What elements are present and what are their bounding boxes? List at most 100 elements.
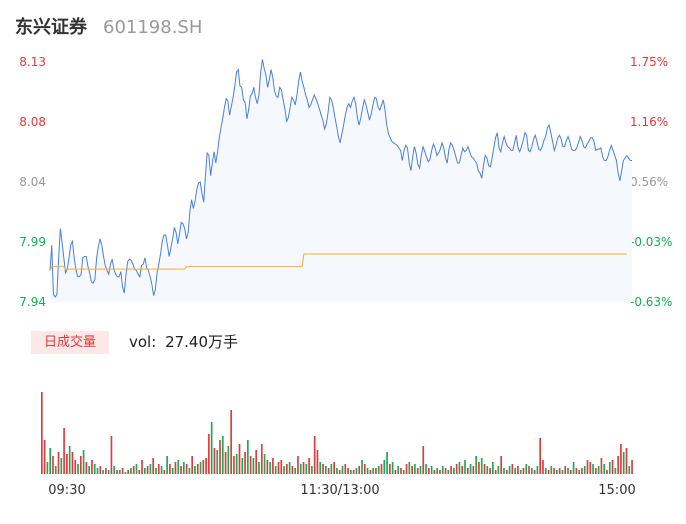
volume-bar	[464, 460, 466, 474]
volume-bar	[617, 456, 619, 474]
volume-bar	[155, 468, 157, 474]
volume-bar	[208, 434, 210, 474]
volume-bar	[569, 470, 572, 474]
volume-bar	[74, 460, 77, 474]
volume-bar	[336, 468, 338, 474]
volume-bar	[508, 466, 511, 474]
volume-bar	[439, 470, 441, 474]
volume-bar	[572, 462, 575, 474]
volume-bar	[297, 456, 299, 474]
volume-bar	[230, 410, 232, 474]
volume-bar	[41, 392, 43, 474]
volume-bar	[341, 466, 344, 474]
volume-bar	[558, 468, 561, 474]
right-axis-tick-label: 1.75%	[630, 55, 668, 69]
volume-bar	[483, 464, 486, 474]
volume-bar	[324, 466, 327, 474]
volume-bar	[622, 452, 625, 474]
volume-bar	[433, 470, 436, 474]
volume-bar	[141, 460, 143, 474]
volume-bar	[408, 462, 411, 474]
volume-bar	[389, 464, 391, 474]
volume-bar	[116, 470, 118, 474]
volume-bar	[358, 466, 361, 474]
volume-bar	[82, 450, 85, 474]
volume-bar	[166, 456, 168, 474]
stock-name: 东兴证券	[15, 17, 87, 38]
volume-bar	[68, 446, 71, 474]
volume-bar	[260, 444, 263, 474]
volume-bar	[46, 462, 49, 474]
volume-bar	[269, 462, 271, 474]
volume-bar	[252, 458, 255, 474]
volume-bar	[233, 456, 235, 474]
volume-bar	[88, 466, 90, 474]
left-axis-tick-label: 7.94	[19, 295, 46, 309]
volume-bar	[556, 470, 558, 474]
volume-bar	[66, 454, 68, 474]
volume-bar	[302, 462, 305, 474]
volume-bar	[280, 460, 283, 474]
volume-bar	[157, 464, 160, 474]
average-price-line	[49, 253, 627, 271]
volume-bar	[338, 470, 341, 474]
volume-bar	[517, 466, 519, 474]
volume-bar	[244, 452, 246, 474]
volume-bar	[327, 468, 330, 474]
volume-bar	[397, 466, 400, 474]
volume-bar	[319, 462, 322, 474]
left-axis-tick-label: 8.04	[19, 175, 46, 189]
volume-bar	[135, 464, 138, 474]
volume-bar	[199, 462, 202, 474]
volume-bar	[505, 470, 508, 474]
volume-bar	[43, 440, 46, 474]
volume-bar	[110, 436, 113, 474]
volume-bar	[71, 452, 74, 474]
volume-bar	[567, 468, 569, 474]
volume-bar	[57, 452, 60, 474]
volume-bar	[149, 464, 152, 474]
time-axis-label: 11:30/13:00	[300, 483, 379, 498]
volume-bar	[238, 444, 241, 474]
volume-bar	[138, 470, 141, 474]
volume-value: 27.40万手	[165, 333, 239, 351]
volume-bar	[419, 466, 422, 474]
volume-bar	[514, 468, 516, 474]
volume-bar	[49, 448, 52, 474]
volume-bar	[263, 454, 266, 474]
volume-bar	[174, 462, 177, 474]
volume-bar	[550, 466, 553, 474]
right-axis-tick-label: -0.63%	[630, 295, 672, 309]
volume-bar	[628, 466, 631, 474]
volume-bar	[472, 466, 475, 474]
volume-bar	[171, 468, 174, 474]
volume-bar	[455, 464, 458, 474]
volume-bar	[361, 460, 363, 474]
left-axis-tick-label: 8.13	[19, 55, 46, 69]
volume-bar	[528, 466, 530, 474]
volume-bar	[363, 464, 366, 474]
volume-bar	[436, 468, 438, 474]
volume-bar	[283, 466, 285, 474]
volume-bar	[369, 470, 372, 474]
volume-bar	[146, 466, 149, 474]
price-area	[50, 59, 632, 302]
volume-bar	[63, 428, 65, 474]
volume-period-tag[interactable]: 日成交量	[31, 331, 109, 354]
volume-bar	[191, 456, 194, 474]
volume-bar	[313, 436, 316, 474]
volume-bar	[544, 468, 547, 474]
volume-bar	[54, 466, 57, 474]
volume-bar	[497, 466, 500, 474]
volume-bar	[99, 466, 102, 474]
volume-bar	[447, 470, 450, 474]
volume-bar	[469, 464, 472, 474]
volume-bar	[377, 466, 380, 474]
volume-bar	[105, 468, 107, 474]
volume-bar	[205, 458, 207, 474]
right-axis-tick-label: -0.03%	[630, 235, 672, 249]
volume-bar	[578, 470, 580, 474]
right-axis-tick-label: 0.56%	[630, 175, 668, 189]
volume-bar	[539, 438, 542, 474]
time-axis-label: 15:00	[598, 483, 635, 498]
